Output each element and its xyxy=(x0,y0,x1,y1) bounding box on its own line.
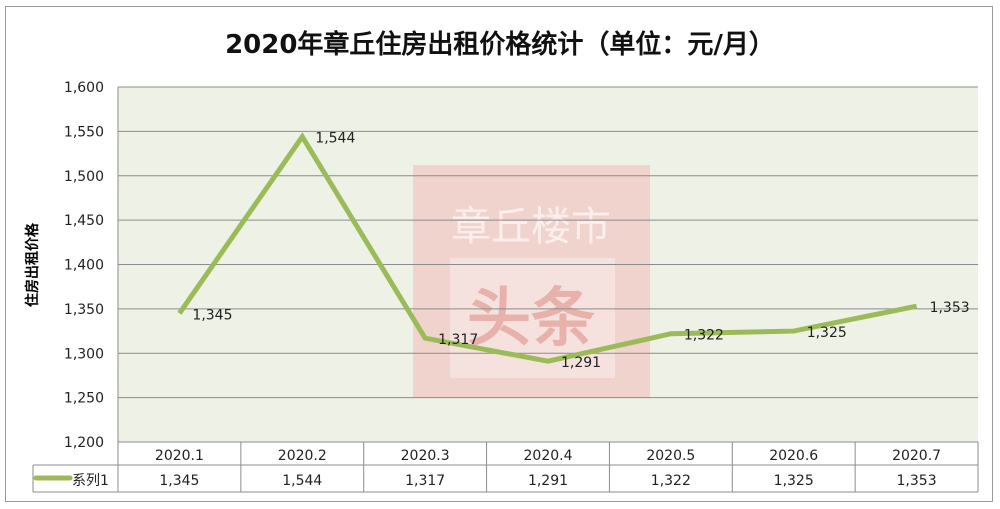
legend-label: 系列1 xyxy=(72,473,109,489)
table-value: 1,317 xyxy=(405,473,445,489)
table-value: 1,353 xyxy=(897,473,937,489)
y-tick-label: 1,300 xyxy=(64,346,104,362)
watermark-text-2: 头条 xyxy=(467,282,595,356)
data-label: 1,291 xyxy=(561,355,601,371)
x-category-label: 2020.3 xyxy=(401,448,450,464)
y-tick-label: 1,350 xyxy=(64,302,104,318)
data-label: 1,544 xyxy=(315,131,355,147)
y-tick-label: 1,600 xyxy=(64,80,104,96)
x-category-label: 2020.5 xyxy=(646,448,695,464)
watermark-text-1: 章丘楼市 xyxy=(451,204,611,250)
table-value: 1,322 xyxy=(651,473,691,489)
table-value: 1,345 xyxy=(159,473,199,489)
y-tick-label: 1,550 xyxy=(64,124,104,140)
y-tick-label: 1,450 xyxy=(64,213,104,229)
data-label: 1,345 xyxy=(192,307,232,323)
table-value: 1,325 xyxy=(774,473,814,489)
x-category-label: 2020.6 xyxy=(769,448,818,464)
y-tick-label: 1,500 xyxy=(64,169,104,185)
x-category-label: 2020.7 xyxy=(892,448,941,464)
data-label: 1,322 xyxy=(684,328,724,344)
y-tick-label: 1,200 xyxy=(64,435,104,451)
x-category-label: 2020.2 xyxy=(278,448,327,464)
table-value: 1,544 xyxy=(282,473,322,489)
y-tick-label: 1,250 xyxy=(64,391,104,407)
table-value: 1,291 xyxy=(528,473,568,489)
chart-title: 2020年章丘住房出租价格统计（单位：元/月） xyxy=(225,30,775,60)
data-label: 1,325 xyxy=(807,325,847,341)
data-label: 1,353 xyxy=(930,300,970,316)
chart-frame xyxy=(5,6,993,502)
x-category-label: 2020.1 xyxy=(155,448,204,464)
y-tick-label: 1,400 xyxy=(64,258,104,274)
x-category-label: 2020.4 xyxy=(524,448,573,464)
data-label: 1,317 xyxy=(438,332,478,348)
